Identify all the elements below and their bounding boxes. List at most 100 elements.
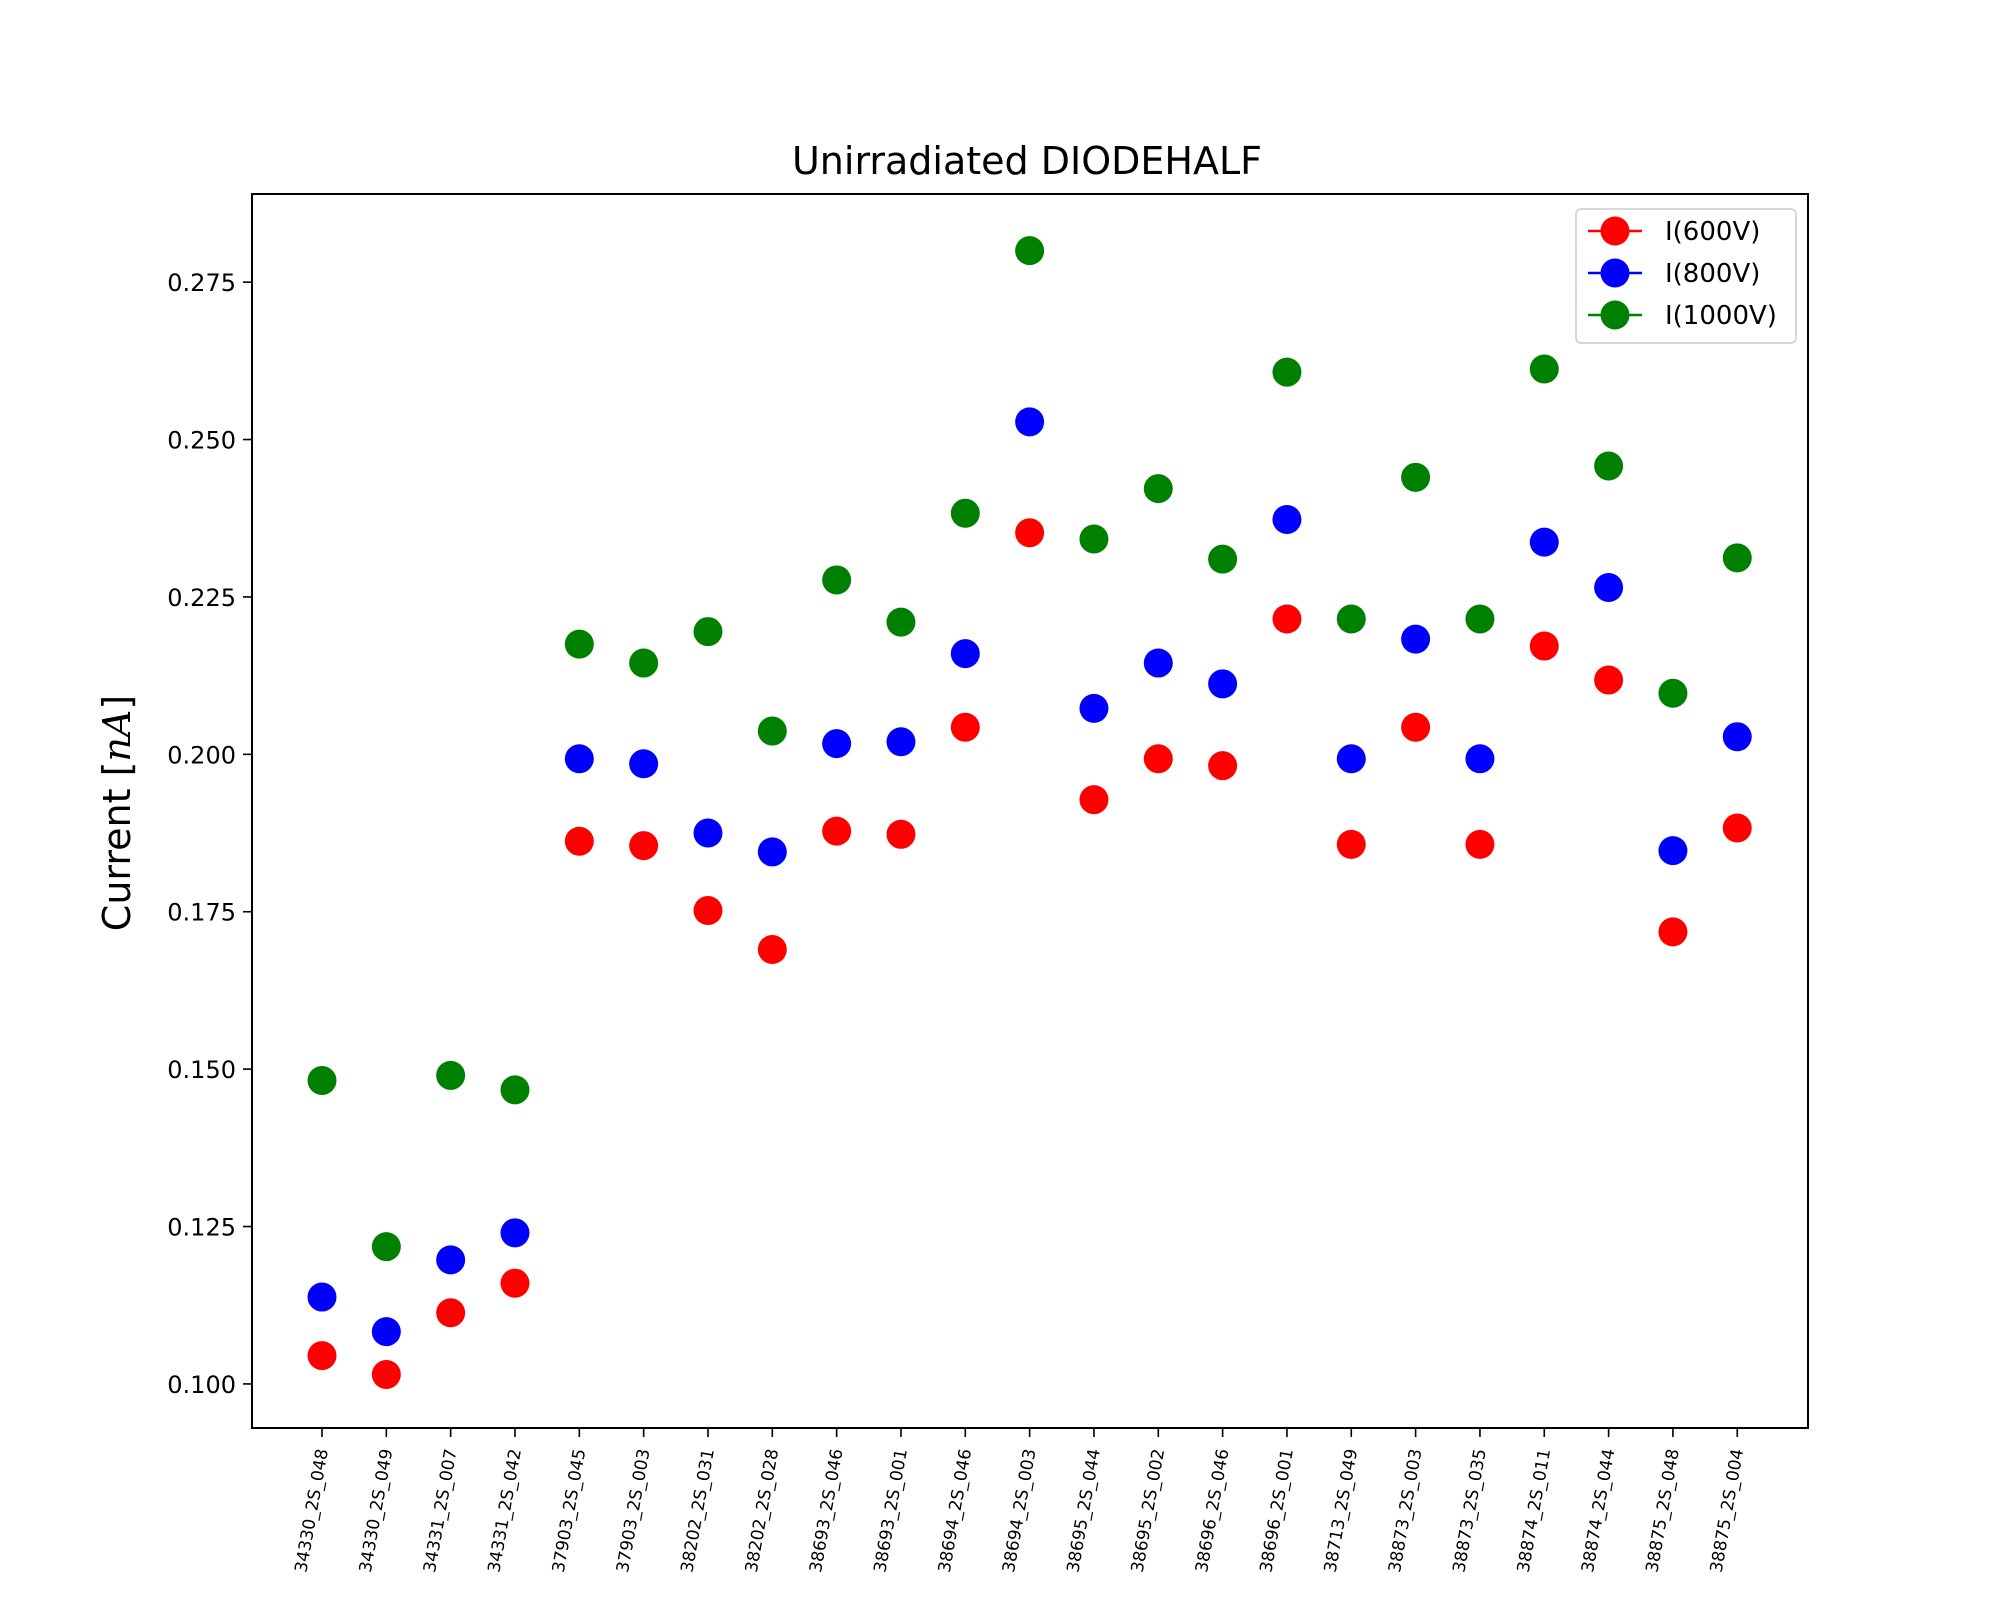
data-point [371, 1317, 401, 1347]
data-point [950, 498, 980, 528]
data-point [693, 895, 723, 925]
data-point [1336, 604, 1366, 634]
legend-item: I(600V) [1588, 216, 1760, 247]
y-tick-label: 0.125 [167, 1214, 236, 1242]
data-point [1658, 836, 1688, 866]
data-point [307, 1282, 337, 1312]
data-point [1594, 572, 1624, 602]
legend-item: I(1000V) [1588, 300, 1777, 331]
data-point [1529, 527, 1559, 557]
data-point [1143, 648, 1173, 678]
data-point [629, 749, 659, 779]
data-point [1143, 474, 1173, 504]
data-point [1722, 813, 1752, 843]
y-axis-label-bracket: ] [95, 695, 139, 710]
legend-item: I(800V) [1588, 258, 1760, 289]
y-tick-label: 0.200 [167, 741, 236, 769]
data-point [757, 935, 787, 965]
legend-label: I(800V) [1665, 259, 1760, 289]
legend-marker [1600, 258, 1630, 288]
data-point [1336, 829, 1366, 859]
data-point [950, 639, 980, 669]
data-point [371, 1359, 401, 1389]
data-point [757, 716, 787, 746]
chart-title: Unirradiated DIODEHALF [792, 139, 1262, 183]
data-point [1465, 744, 1495, 774]
legend-box [1575, 208, 1797, 344]
data-point [564, 629, 594, 659]
data-point [693, 818, 723, 848]
data-point [822, 816, 852, 846]
y-tick-label: 0.225 [167, 584, 236, 612]
data-point [1594, 665, 1624, 695]
legend-label: I(1000V) [1665, 301, 1777, 331]
data-point [371, 1232, 401, 1262]
series-i-800v- [307, 407, 1752, 1347]
data-point [629, 648, 659, 678]
data-point [950, 712, 980, 742]
y-tick-label: 0.250 [167, 427, 236, 455]
y-axis: 0.100 0.125 0.150 0.175 0.200 0.225 0.250 0.275 [167, 269, 252, 1399]
data-point [500, 1075, 530, 1105]
data-point [1272, 504, 1302, 534]
data-point [1722, 722, 1752, 752]
data-point [1529, 354, 1559, 384]
legend-label: I(600V) [1665, 217, 1760, 247]
y-axis-label-text: Current [ [95, 762, 139, 932]
data-point [564, 826, 594, 856]
y-axis-label: Current [nA] [95, 695, 139, 931]
data-point [1401, 712, 1431, 742]
y-tick-label: 0.275 [167, 269, 236, 297]
plot-area-frame [251, 193, 1809, 1429]
data-point [822, 565, 852, 595]
y-tick-label: 0.150 [167, 1056, 236, 1084]
data-point [1079, 524, 1109, 554]
data-point [436, 1298, 466, 1328]
data-point [1208, 544, 1238, 574]
y-tick-label: 0.100 [167, 1371, 236, 1399]
data-point [886, 819, 916, 849]
data-point [886, 607, 916, 637]
data-point [1015, 236, 1045, 266]
data-point [1208, 751, 1238, 781]
data-point [822, 729, 852, 759]
data-point [1529, 631, 1559, 661]
y-axis-label-unit: nA [95, 710, 139, 762]
series-i-1000v- [307, 236, 1752, 1262]
legend: I(600V) I(800V) I(1000V) [1575, 208, 1797, 344]
data-points [307, 236, 1752, 1389]
data-point [1272, 357, 1302, 387]
legend-marker [1600, 300, 1630, 330]
data-point [1465, 829, 1495, 859]
data-point [1722, 543, 1752, 573]
data-point [436, 1060, 466, 1090]
data-point [500, 1268, 530, 1298]
data-point [1658, 917, 1688, 947]
data-point [1208, 669, 1238, 699]
legend-marker [1600, 216, 1630, 246]
data-point [1401, 462, 1431, 492]
data-point [564, 744, 594, 774]
data-point [1336, 744, 1366, 774]
data-point [1658, 678, 1688, 708]
data-point [1272, 604, 1302, 634]
data-point [436, 1245, 466, 1275]
data-point [693, 617, 723, 647]
y-tick-label: 0.175 [167, 899, 236, 927]
data-point [1015, 518, 1045, 548]
data-point [1143, 744, 1173, 774]
data-point [1015, 407, 1045, 437]
data-point [307, 1341, 337, 1371]
data-point [1465, 604, 1495, 634]
data-point [757, 837, 787, 867]
series-i-600v- [307, 518, 1752, 1389]
data-point [1079, 785, 1109, 815]
data-point [307, 1065, 337, 1095]
data-point [1401, 624, 1431, 654]
data-point [629, 831, 659, 861]
data-point [1079, 693, 1109, 723]
data-point [886, 727, 916, 757]
data-point [500, 1218, 530, 1248]
data-point [1594, 451, 1624, 481]
